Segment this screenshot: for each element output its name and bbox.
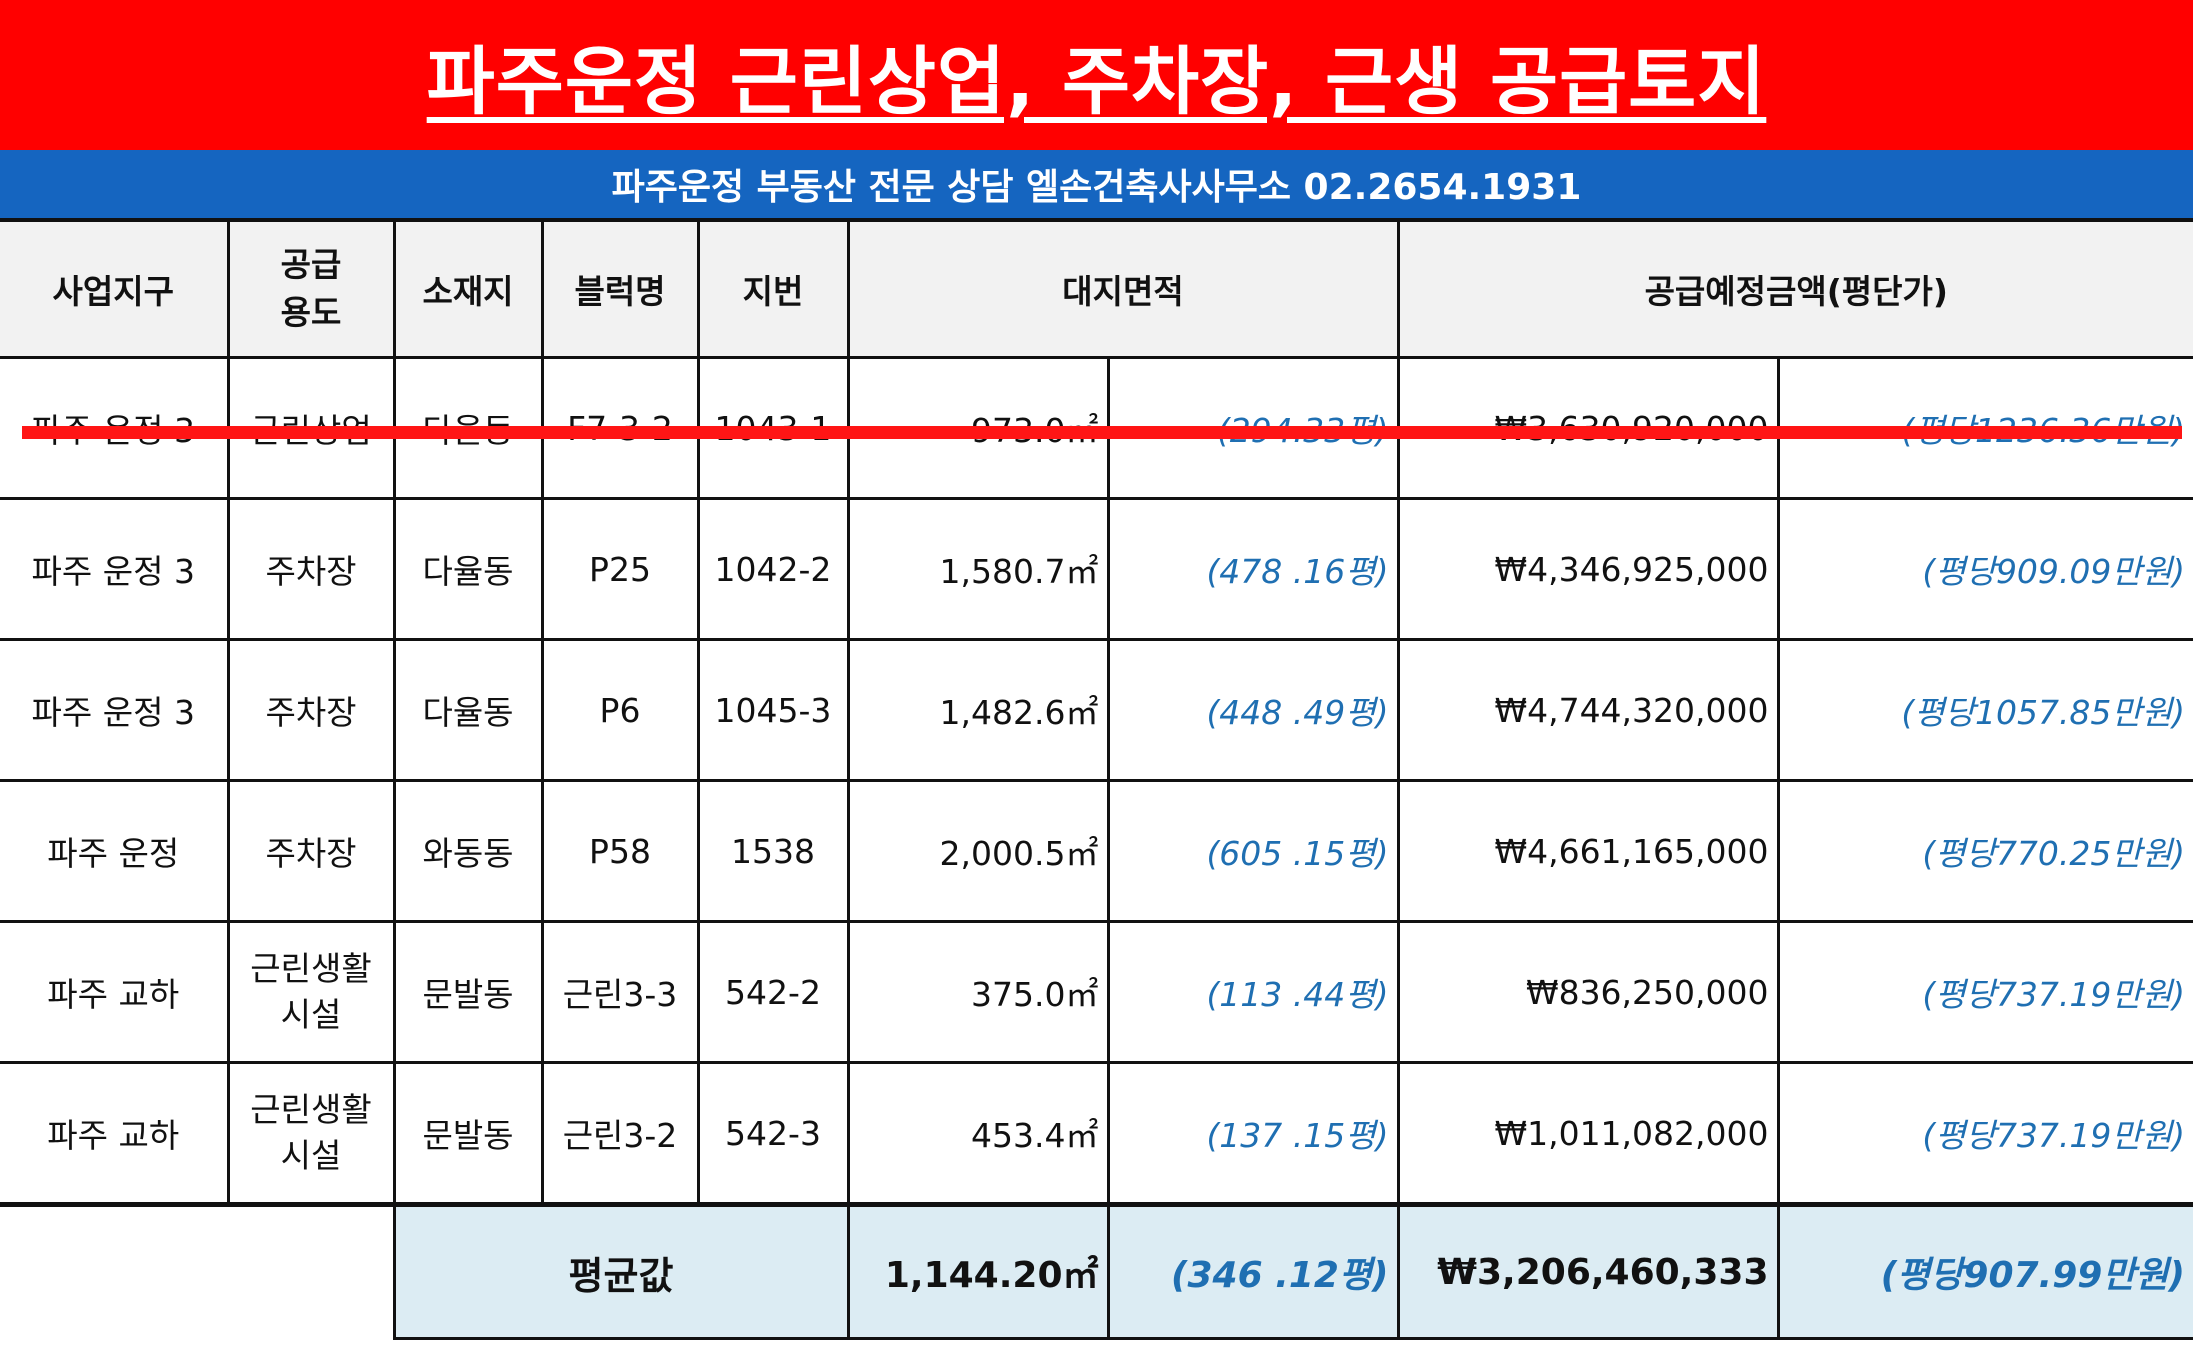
cell-area-m2: 453.4㎡ [846, 1061, 1110, 1206]
header-use: 공급 용도 [226, 222, 396, 359]
cell-lot: 542-3 [696, 1061, 850, 1206]
strikethrough-line [22, 426, 2182, 439]
average-blank-cell [0, 1203, 396, 1339]
cell-price: ₩4,661,165,000 [1396, 779, 1780, 923]
average-label: 평균값 [392, 1203, 850, 1340]
cell-area-m2: 375.0㎡ [846, 920, 1110, 1064]
subtitle-banner: 파주운정 부동산 전문 상담 엘손건축사사무소 02.2654.1931 [0, 150, 2193, 222]
average-area-pyeong: (346 .12평) [1106, 1203, 1400, 1340]
average-price: ₩3,206,460,333 [1396, 1203, 1780, 1340]
cell-area-m2: 2,000.5㎡ [846, 779, 1110, 923]
cell-unit-price: (평당909.09만원) [1776, 497, 2193, 641]
cell-area-pyeong: (448 .49평) [1106, 638, 1400, 782]
cell-area-pyeong: (137 .15평) [1106, 1061, 1400, 1206]
average-row: 평균값 1,144.20㎡ (346 .12평) ₩3,206,460,333 … [0, 1203, 2193, 1340]
cell-block: 근린3-2 [540, 1061, 700, 1206]
cell-area-pyeong: (605 .15평) [1106, 779, 1400, 923]
header-price: 공급예정금액(평단가) [1396, 222, 2193, 359]
cell-unit-price: (평당737.19만원) [1776, 1061, 2193, 1206]
cell-price: ₩1,011,082,000 [1396, 1061, 1780, 1206]
cell-lot: 1045-3 [696, 638, 850, 782]
cell-area-m2: 1,482.6㎡ [846, 638, 1110, 782]
header-block: 블럭명 [540, 222, 700, 359]
cell-unit-price: (평당1057.85만원) [1776, 638, 2193, 782]
table-row: 파주 교하 근린생활 시설 문발동 근린3-3 542-2 375.0㎡ (11… [0, 920, 2193, 1064]
cell-price: ₩4,744,320,000 [1396, 638, 1780, 782]
cell-area-pyeong: (478 .16평) [1106, 497, 1400, 641]
cell-price: ₩4,346,925,000 [1396, 497, 1780, 641]
cell-location: 다율동 [392, 638, 544, 782]
header-row: 사업지구 공급 용도 소재지 블럭명 지번 대지면적 공급예정금액(평단가) [0, 222, 2193, 359]
table-row: 파주 운정 3 주차장 다율동 P25 1042-2 1,580.7㎡ (478… [0, 497, 2193, 641]
cell-location: 다율동 [392, 497, 544, 641]
header-area: 대지면적 [846, 222, 1400, 359]
title-banner: 파주운정 근린상업, 주차장, 근생 공급토지 [0, 0, 2193, 150]
cell-district: 파주 운정 3 [0, 497, 230, 641]
table-row: 파주 운정 3 주차장 다율동 P6 1045-3 1,482.6㎡ (448 … [0, 638, 2193, 782]
cell-lot: 1042-2 [696, 497, 850, 641]
average-unit-price: (평당907.99만원) [1776, 1203, 2193, 1340]
cell-lot: 542-2 [696, 920, 850, 1064]
header-use-line2: 용도 [280, 293, 342, 332]
cell-unit-price: (평당770.25만원) [1776, 779, 2193, 923]
cell-block: 근린3-3 [540, 920, 700, 1064]
cell-district: 파주 교하 [0, 920, 230, 1064]
header-use-line1: 공급 [280, 245, 342, 284]
cell-area-pyeong: (113 .44평) [1106, 920, 1400, 1064]
cell-use: 주차장 [226, 497, 396, 641]
cell-use: 주차장 [226, 779, 396, 923]
average-area-m2: 1,144.20㎡ [846, 1203, 1110, 1340]
cell-use: 근린생활 시설 [226, 1061, 396, 1206]
header-district: 사업지구 [0, 222, 230, 359]
cell-location: 문발동 [392, 920, 544, 1064]
page-subtitle: 파주운정 부동산 전문 상담 엘손건축사사무소 02.2654.1931 [611, 167, 1582, 208]
cell-district: 파주 운정 3 [0, 638, 230, 782]
cell-use: 근린생활 시설 [226, 920, 396, 1064]
cell-block: P58 [540, 779, 700, 923]
table-row: 파주 운정 주차장 와동동 P58 1538 2,000.5㎡ (605 .15… [0, 779, 2193, 923]
cell-location: 문발동 [392, 1061, 544, 1206]
cell-area-m2: 1,580.7㎡ [846, 497, 1110, 641]
cell-price: ₩836,250,000 [1396, 920, 1780, 1064]
table-row: 파주 교하 근린생활 시설 문발동 근린3-2 542-3 453.4㎡ (13… [0, 1061, 2193, 1206]
cell-unit-price: (평당737.19만원) [1776, 920, 2193, 1064]
header-location: 소재지 [392, 222, 544, 359]
header-lot: 지번 [696, 222, 850, 359]
cell-location: 와동동 [392, 779, 544, 923]
page-title: 파주운정 근린상업, 주차장, 근생 공급토지 [426, 38, 1767, 125]
cell-district: 파주 교하 [0, 1061, 230, 1206]
cell-lot: 1538 [696, 779, 850, 923]
cell-block: P6 [540, 638, 700, 782]
cell-district: 파주 운정 [0, 779, 230, 923]
cell-block: P25 [540, 497, 700, 641]
cell-use: 주차장 [226, 638, 396, 782]
land-supply-table: 사업지구 공급 용도 소재지 블럭명 지번 대지면적 공급예정금액(평단가) 파… [0, 222, 2193, 1340]
